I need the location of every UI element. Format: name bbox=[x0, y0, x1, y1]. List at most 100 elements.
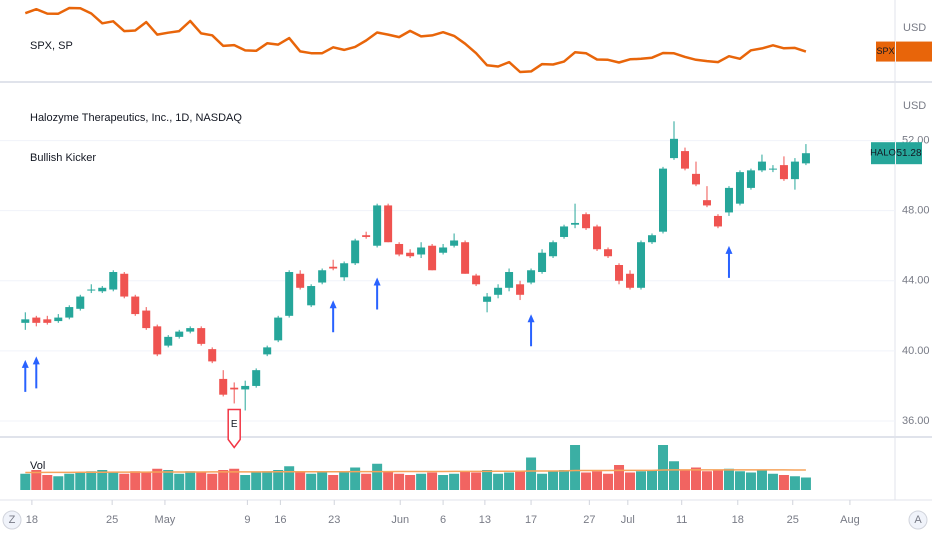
volume-title: Vol bbox=[30, 460, 45, 472]
candle-body bbox=[604, 249, 613, 257]
candle-body bbox=[428, 245, 437, 271]
x-tick-label: Jul bbox=[621, 514, 635, 526]
volume-bar bbox=[647, 470, 658, 490]
candle-body bbox=[307, 286, 316, 306]
candle-body bbox=[702, 200, 711, 206]
spx-label: SPX bbox=[876, 46, 894, 56]
volume-bar bbox=[427, 472, 438, 490]
volume-bar bbox=[185, 471, 196, 490]
candle-body bbox=[779, 165, 788, 180]
scale-button-label[interactable]: Z bbox=[9, 514, 16, 526]
candle-body bbox=[65, 307, 74, 318]
candle-body bbox=[285, 272, 294, 316]
candle-body bbox=[362, 235, 371, 237]
candle-body bbox=[164, 336, 173, 346]
signal-arrow bbox=[725, 245, 733, 278]
signal-arrow bbox=[21, 359, 29, 392]
volume-bar bbox=[229, 468, 240, 490]
candle-body bbox=[241, 385, 250, 390]
volume-bar bbox=[668, 461, 679, 490]
volume-bar bbox=[537, 473, 548, 490]
volume-bar bbox=[690, 467, 701, 490]
volume-bar bbox=[712, 470, 723, 490]
volume-bar bbox=[174, 473, 185, 490]
candle-body bbox=[373, 205, 382, 246]
volume-bar bbox=[526, 457, 537, 490]
y-tick-label: 48.00 bbox=[902, 205, 930, 217]
candle-body bbox=[571, 222, 580, 225]
currency: USD bbox=[903, 22, 926, 34]
candle-body bbox=[637, 242, 646, 288]
volume-bar bbox=[471, 472, 482, 490]
candle-body bbox=[724, 187, 733, 213]
candle-body bbox=[439, 247, 448, 253]
volume-bar bbox=[800, 477, 811, 490]
candle-body bbox=[351, 240, 360, 264]
volume-bar bbox=[778, 475, 789, 490]
volume-bar bbox=[97, 470, 108, 490]
volume-bar bbox=[767, 473, 778, 490]
volume-bar bbox=[163, 470, 174, 490]
y-tick-label: 44.00 bbox=[902, 275, 930, 287]
volume-bar bbox=[130, 471, 141, 490]
spx-title: SPX, SP bbox=[30, 40, 73, 52]
price-box bbox=[896, 142, 922, 165]
candle-body bbox=[43, 319, 52, 323]
candle-body bbox=[230, 387, 239, 390]
candle-body bbox=[461, 242, 470, 274]
volume-bar bbox=[636, 471, 647, 490]
candle-body bbox=[538, 252, 547, 273]
candle-body bbox=[131, 296, 140, 315]
volume-bar bbox=[581, 472, 592, 490]
scale-button[interactable] bbox=[2, 510, 22, 530]
candle-body bbox=[318, 270, 327, 283]
volume-bar bbox=[548, 471, 559, 490]
volume-bar bbox=[64, 473, 75, 490]
candle-body bbox=[417, 247, 426, 255]
y-tick-label: 36.00 bbox=[902, 415, 930, 427]
x-tick-label: 25 bbox=[787, 514, 799, 526]
volume-bar bbox=[350, 467, 361, 490]
candle-body bbox=[746, 170, 755, 188]
volume-bar bbox=[152, 468, 163, 490]
earnings-marker bbox=[227, 408, 241, 449]
volume-bar bbox=[53, 476, 64, 490]
volume-bar bbox=[86, 471, 97, 490]
volume-bar bbox=[42, 475, 53, 490]
signal-arrow bbox=[32, 356, 40, 389]
candle-body bbox=[659, 168, 668, 232]
volume-bar bbox=[559, 470, 570, 490]
candle-body bbox=[505, 272, 514, 288]
candle-body bbox=[142, 310, 151, 329]
volume-bar bbox=[570, 445, 581, 490]
x-tick-label: 25 bbox=[106, 514, 118, 526]
candle-body bbox=[735, 172, 744, 204]
volume-bar bbox=[789, 476, 800, 490]
x-tick-label: 6 bbox=[440, 514, 446, 526]
auto-button-label[interactable]: A bbox=[914, 514, 922, 526]
candle-body bbox=[757, 161, 766, 171]
volume-bar bbox=[339, 472, 350, 490]
chart-title: Halozyme Therapeutics, Inc., 1D, NASDAQ bbox=[30, 112, 242, 124]
candle-body bbox=[593, 226, 602, 250]
candle-body bbox=[790, 161, 799, 180]
x-tick-label: 17 bbox=[525, 514, 537, 526]
x-tick-label: May bbox=[155, 514, 176, 526]
spx-price-box bbox=[896, 41, 932, 62]
x-tick-label: Aug bbox=[840, 514, 860, 526]
spx-label-box bbox=[876, 41, 895, 62]
volume-bar bbox=[756, 470, 767, 490]
volume-bar bbox=[515, 471, 526, 490]
candle-body bbox=[549, 242, 558, 257]
candle-body bbox=[109, 272, 118, 290]
x-tick-label: 9 bbox=[244, 514, 250, 526]
candle-body bbox=[153, 326, 162, 355]
candle-body bbox=[274, 317, 283, 341]
candle-body bbox=[384, 205, 393, 243]
volume-bar bbox=[328, 475, 339, 490]
candle-body bbox=[252, 370, 261, 386]
auto-button[interactable] bbox=[908, 510, 928, 530]
volume-bar bbox=[723, 468, 734, 490]
